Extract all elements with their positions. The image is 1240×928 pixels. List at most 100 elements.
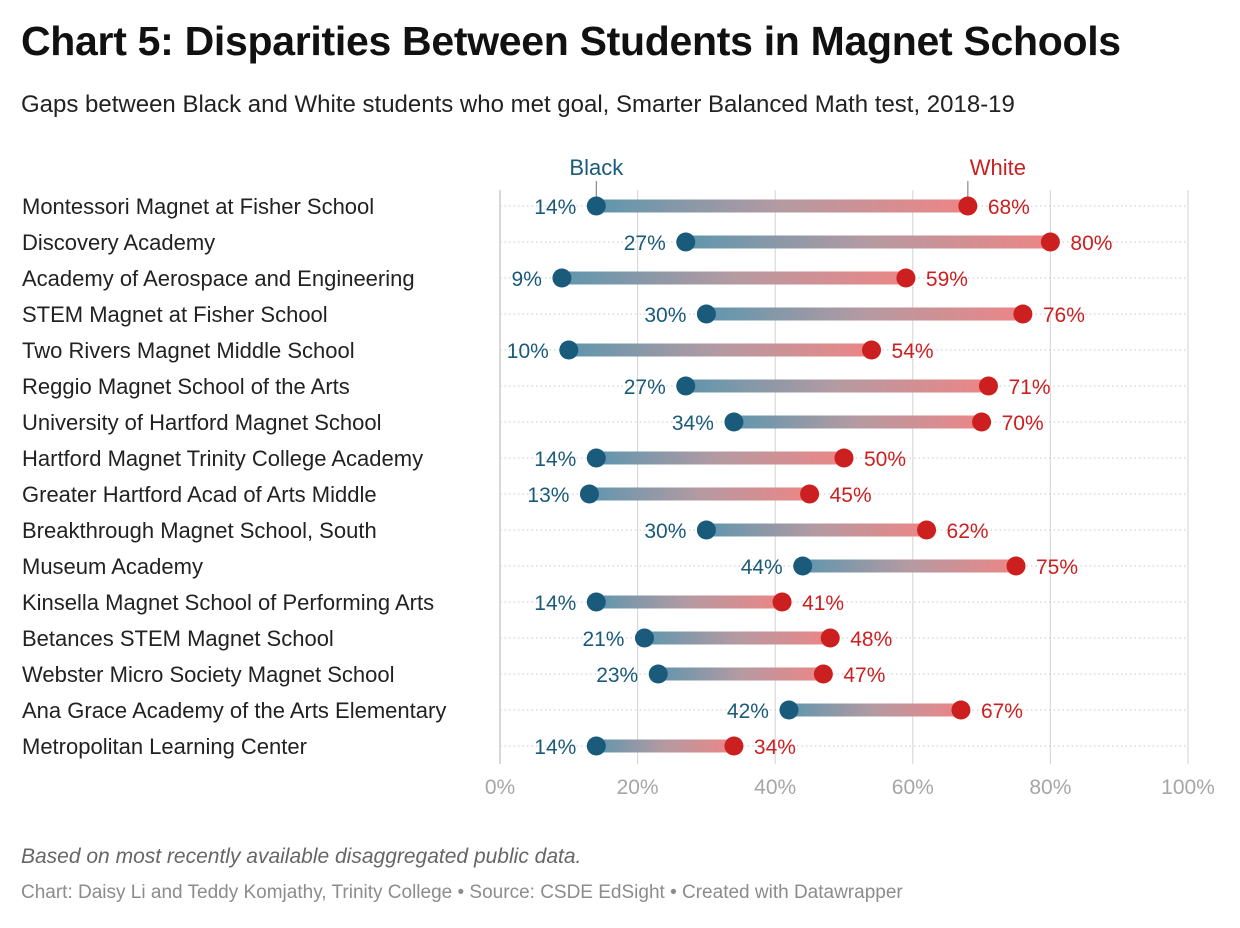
legend-label-black: Black xyxy=(569,155,624,180)
x-tick-label: 60% xyxy=(892,776,934,799)
category-label: Museum Academy xyxy=(22,554,203,579)
legend: Black White xyxy=(569,155,1026,200)
white-value-label: 54% xyxy=(892,340,934,363)
white-dot xyxy=(800,484,820,504)
gap-bar xyxy=(706,523,927,537)
black-value-label: 21% xyxy=(582,628,624,651)
black-value-label: 23% xyxy=(596,664,638,687)
category-label: Montessori Magnet at Fisher School xyxy=(22,194,374,219)
black-value-label: 14% xyxy=(534,448,576,471)
white-dot xyxy=(958,196,978,216)
chart-rows: Montessori Magnet at Fisher School 14% 68%… xyxy=(22,194,1112,759)
gap-bar xyxy=(788,703,961,717)
chart-row: Greater Hartford Acad of Arts Middle 13% 4… xyxy=(22,482,872,507)
white-value-label: 59% xyxy=(926,268,968,291)
black-value-label: 34% xyxy=(672,412,714,435)
chart-row: Metropolitan Learning Center 14% 34% xyxy=(22,734,796,759)
gap-bar xyxy=(644,631,831,645)
gap-bar xyxy=(685,379,989,393)
white-value-label: 70% xyxy=(1002,412,1044,435)
chart-row: Museum Academy 44% 75% xyxy=(22,554,1078,579)
black-value-label: 30% xyxy=(644,304,686,327)
category-label: Greater Hartford Acad of Arts Middle xyxy=(22,482,377,507)
chart-note: Based on most recently available disaggr… xyxy=(21,845,582,868)
white-value-label: 34% xyxy=(754,736,796,759)
x-tick-label: 100% xyxy=(1161,776,1215,799)
black-dot xyxy=(676,376,696,396)
category-label: Breakthrough Magnet School, South xyxy=(22,518,377,543)
black-dot xyxy=(648,664,668,684)
white-dot xyxy=(978,376,998,396)
black-value-label: 14% xyxy=(534,196,576,219)
chart-credits: Chart: Daisy Li and Teddy Komjathy, Trin… xyxy=(21,882,903,903)
x-tick-label: 80% xyxy=(1029,776,1071,799)
white-dot xyxy=(972,412,992,432)
black-dot xyxy=(579,484,599,504)
white-value-label: 76% xyxy=(1043,304,1085,327)
chart-row: Montessori Magnet at Fisher School 14% 68% xyxy=(22,194,1030,219)
x-tick-label: 20% xyxy=(617,776,659,799)
category-label: Academy of Aerospace and Engineering xyxy=(22,266,415,291)
black-value-label: 14% xyxy=(534,592,576,615)
black-dot xyxy=(676,232,696,252)
gap-bar xyxy=(733,415,982,429)
gap-bar xyxy=(706,307,1023,321)
white-value-label: 48% xyxy=(850,628,892,651)
category-label: Hartford Magnet Trinity College Academy xyxy=(22,446,423,471)
chart-row: Hartford Magnet Trinity College Academy 1… xyxy=(22,446,906,471)
white-dot xyxy=(896,268,916,288)
white-dot xyxy=(1006,556,1026,576)
chart-row: Kinsella Magnet School of Performing Art… xyxy=(22,590,844,615)
black-dot xyxy=(793,556,813,576)
category-label: Two Rivers Magnet Middle School xyxy=(22,338,355,363)
white-value-label: 80% xyxy=(1070,232,1112,255)
chart-row: University of Hartford Magnet School 34% 7… xyxy=(22,410,1044,435)
black-value-label: 42% xyxy=(727,700,769,723)
chart-row: Breakthrough Magnet School, South 30% 62% xyxy=(22,518,989,543)
white-value-label: 75% xyxy=(1036,556,1078,579)
legend-label-white: White xyxy=(970,155,1026,180)
chart-row: Discovery Academy 27% 80% xyxy=(22,230,1112,255)
black-dot xyxy=(779,700,799,720)
black-dot xyxy=(586,592,606,612)
chart-row: Webster Micro Society Magnet School 23% 47… xyxy=(22,662,885,687)
white-value-label: 68% xyxy=(988,196,1030,219)
category-label: Webster Micro Society Magnet School xyxy=(22,662,395,687)
black-value-label: 9% xyxy=(512,268,542,291)
white-dot xyxy=(820,628,840,648)
white-dot xyxy=(834,448,854,468)
black-dot xyxy=(696,520,716,540)
white-value-label: 47% xyxy=(843,664,885,687)
white-dot xyxy=(813,664,833,684)
black-dot xyxy=(634,628,654,648)
black-value-label: 27% xyxy=(624,376,666,399)
gap-bar xyxy=(568,343,872,357)
gap-bar xyxy=(685,235,1051,249)
white-dot xyxy=(724,736,744,756)
x-axis-ticks: 0% 20% 40% 60% 80% 100% xyxy=(485,776,1215,799)
black-dot xyxy=(586,736,606,756)
category-label: Discovery Academy xyxy=(22,230,215,255)
gap-bar xyxy=(561,271,906,285)
chart-row: Betances STEM Magnet School 21% 48% xyxy=(22,626,892,651)
white-value-label: 71% xyxy=(1008,376,1050,399)
chart-row: Academy of Aerospace and Engineering 9% 59… xyxy=(22,266,968,291)
black-value-label: 10% xyxy=(507,340,549,363)
black-dot xyxy=(586,196,606,216)
white-value-label: 62% xyxy=(947,520,989,543)
white-dot xyxy=(1040,232,1060,252)
white-dot xyxy=(862,340,882,360)
chart-row: Reggio Magnet School of the Arts 27% 71% xyxy=(22,374,1051,399)
white-dot xyxy=(951,700,971,720)
black-value-label: 14% xyxy=(534,736,576,759)
category-label: Ana Grace Academy of the Arts Elementary xyxy=(22,698,446,723)
x-tick-label: 0% xyxy=(485,776,515,799)
category-label: Reggio Magnet School of the Arts xyxy=(22,374,350,399)
category-label: Betances STEM Magnet School xyxy=(22,626,334,651)
white-value-label: 50% xyxy=(864,448,906,471)
dot-chart: 0% 20% 40% 60% 80% 100% Black White Montessori… xyxy=(22,155,1215,799)
gap-bar xyxy=(658,667,824,681)
category-label: Metropolitan Learning Center xyxy=(22,734,307,759)
chart-row: Two Rivers Magnet Middle School 10% 54% xyxy=(22,338,934,363)
white-value-label: 67% xyxy=(981,700,1023,723)
